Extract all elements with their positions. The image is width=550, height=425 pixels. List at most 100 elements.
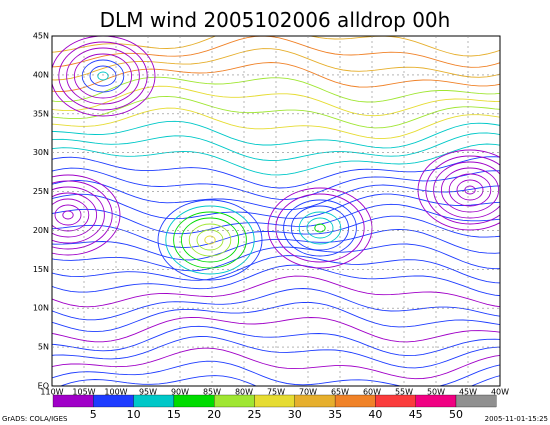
lat-label: 20N <box>33 226 49 235</box>
lon-label: 100W <box>104 388 127 397</box>
streamline <box>52 336 500 369</box>
streamline <box>59 375 500 386</box>
colorbar-swatch <box>173 394 215 408</box>
streamlines <box>52 36 500 386</box>
vortex-line <box>52 36 156 117</box>
colorbar-label: 25 <box>248 408 262 421</box>
colorbar-label: 5 <box>90 408 97 421</box>
lon-label: 45W <box>459 388 477 397</box>
streamline <box>52 143 500 176</box>
footer-right: 2005-11-01-15:25 <box>485 415 548 423</box>
colorbar-label: 20 <box>207 408 221 421</box>
colorbar-label: 15 <box>167 408 181 421</box>
vortex-line <box>58 41 148 111</box>
streamline <box>52 48 500 81</box>
vortex-line <box>52 180 113 250</box>
streamline <box>52 288 500 321</box>
lon-label: 60W <box>363 388 381 397</box>
vortex-line <box>157 199 263 281</box>
lat-label: 40N <box>33 70 49 79</box>
vortex-line <box>97 71 109 81</box>
lon-label: 85W <box>203 388 221 397</box>
lat-label: EQ <box>38 382 49 391</box>
colorbar-swatch <box>52 394 94 408</box>
colorbar-label: 30 <box>288 408 302 421</box>
vortex-line <box>314 223 326 233</box>
colorbar-swatch <box>93 394 134 408</box>
footer-left: GrADS: COLA/IGES <box>2 415 68 423</box>
vortex-line <box>448 173 492 207</box>
vortex-line <box>165 205 255 275</box>
vortex-line <box>433 161 500 219</box>
lon-label: 80W <box>235 388 253 397</box>
streamline <box>52 203 500 235</box>
vortex-line <box>180 217 240 263</box>
streamline <box>52 228 500 261</box>
lon-label: 40W <box>491 388 509 397</box>
colorbar-label: 10 <box>127 408 141 421</box>
streamline <box>52 301 500 333</box>
vortex-line <box>81 59 125 93</box>
vortex-line <box>283 199 357 257</box>
streamline <box>52 132 500 162</box>
lon-label: 50W <box>427 388 445 397</box>
vortex-line <box>417 149 500 231</box>
colorbar-swatch <box>334 394 376 408</box>
streamline <box>52 193 500 220</box>
vortex-line <box>66 47 140 105</box>
vortex-line <box>196 229 224 251</box>
streamline <box>52 107 500 140</box>
vortex-line <box>275 193 365 263</box>
lat-label: 30N <box>33 148 49 157</box>
streamline <box>52 120 500 149</box>
lon-label: 105W <box>72 388 95 397</box>
streamline <box>52 316 500 343</box>
streamline <box>52 36 500 57</box>
vortex-line <box>173 211 247 269</box>
colorbar-label: 45 <box>409 408 423 421</box>
streamline <box>52 85 500 117</box>
lon-label: 55W <box>395 388 413 397</box>
colorbar-label: 40 <box>368 408 382 421</box>
lat-label: 25N <box>33 187 49 196</box>
lon-label: 110W <box>40 388 63 397</box>
vortex-line <box>290 205 350 251</box>
colorbar-label: 35 <box>328 408 342 421</box>
lon-label: 95W <box>139 388 157 397</box>
lon-label: 75W <box>267 388 285 397</box>
vortex-line <box>52 192 98 238</box>
lat-label: 45N <box>33 32 49 41</box>
colorbar-swatch <box>375 394 416 408</box>
streamline <box>52 62 500 92</box>
lat-label: 10N <box>33 304 49 313</box>
colorbar-label: 50 <box>449 408 463 421</box>
vortex-line <box>425 155 500 225</box>
vortex-line <box>440 167 500 213</box>
vortex-line <box>62 210 74 220</box>
vortex-line <box>456 179 484 201</box>
title: DLM wind 2005102006 alldrop 00h <box>100 8 451 32</box>
colorbar-swatch <box>415 394 457 408</box>
vortex-line <box>89 65 117 87</box>
colorbar-swatch <box>254 394 295 408</box>
lat-label: 35N <box>33 109 49 118</box>
streamline <box>52 36 500 68</box>
vortex-line <box>204 235 216 245</box>
streamline <box>52 275 500 308</box>
vortex-line <box>464 185 476 195</box>
lon-label: 70W <box>299 388 317 397</box>
vortex-line <box>73 53 133 99</box>
streamline <box>52 264 500 297</box>
lon-label: 90W <box>171 388 189 397</box>
vortex-line <box>188 223 232 257</box>
streamline <box>52 95 500 129</box>
lat-label: 5N <box>38 343 49 352</box>
colorbar-swatch <box>455 394 497 408</box>
streamline <box>52 156 500 189</box>
lat-label: 15N <box>33 265 49 274</box>
streamline <box>52 347 500 380</box>
vortex-line <box>52 198 90 232</box>
vortex-line <box>52 174 121 256</box>
colorbar-swatch <box>294 394 336 408</box>
vortex-line <box>306 217 334 239</box>
